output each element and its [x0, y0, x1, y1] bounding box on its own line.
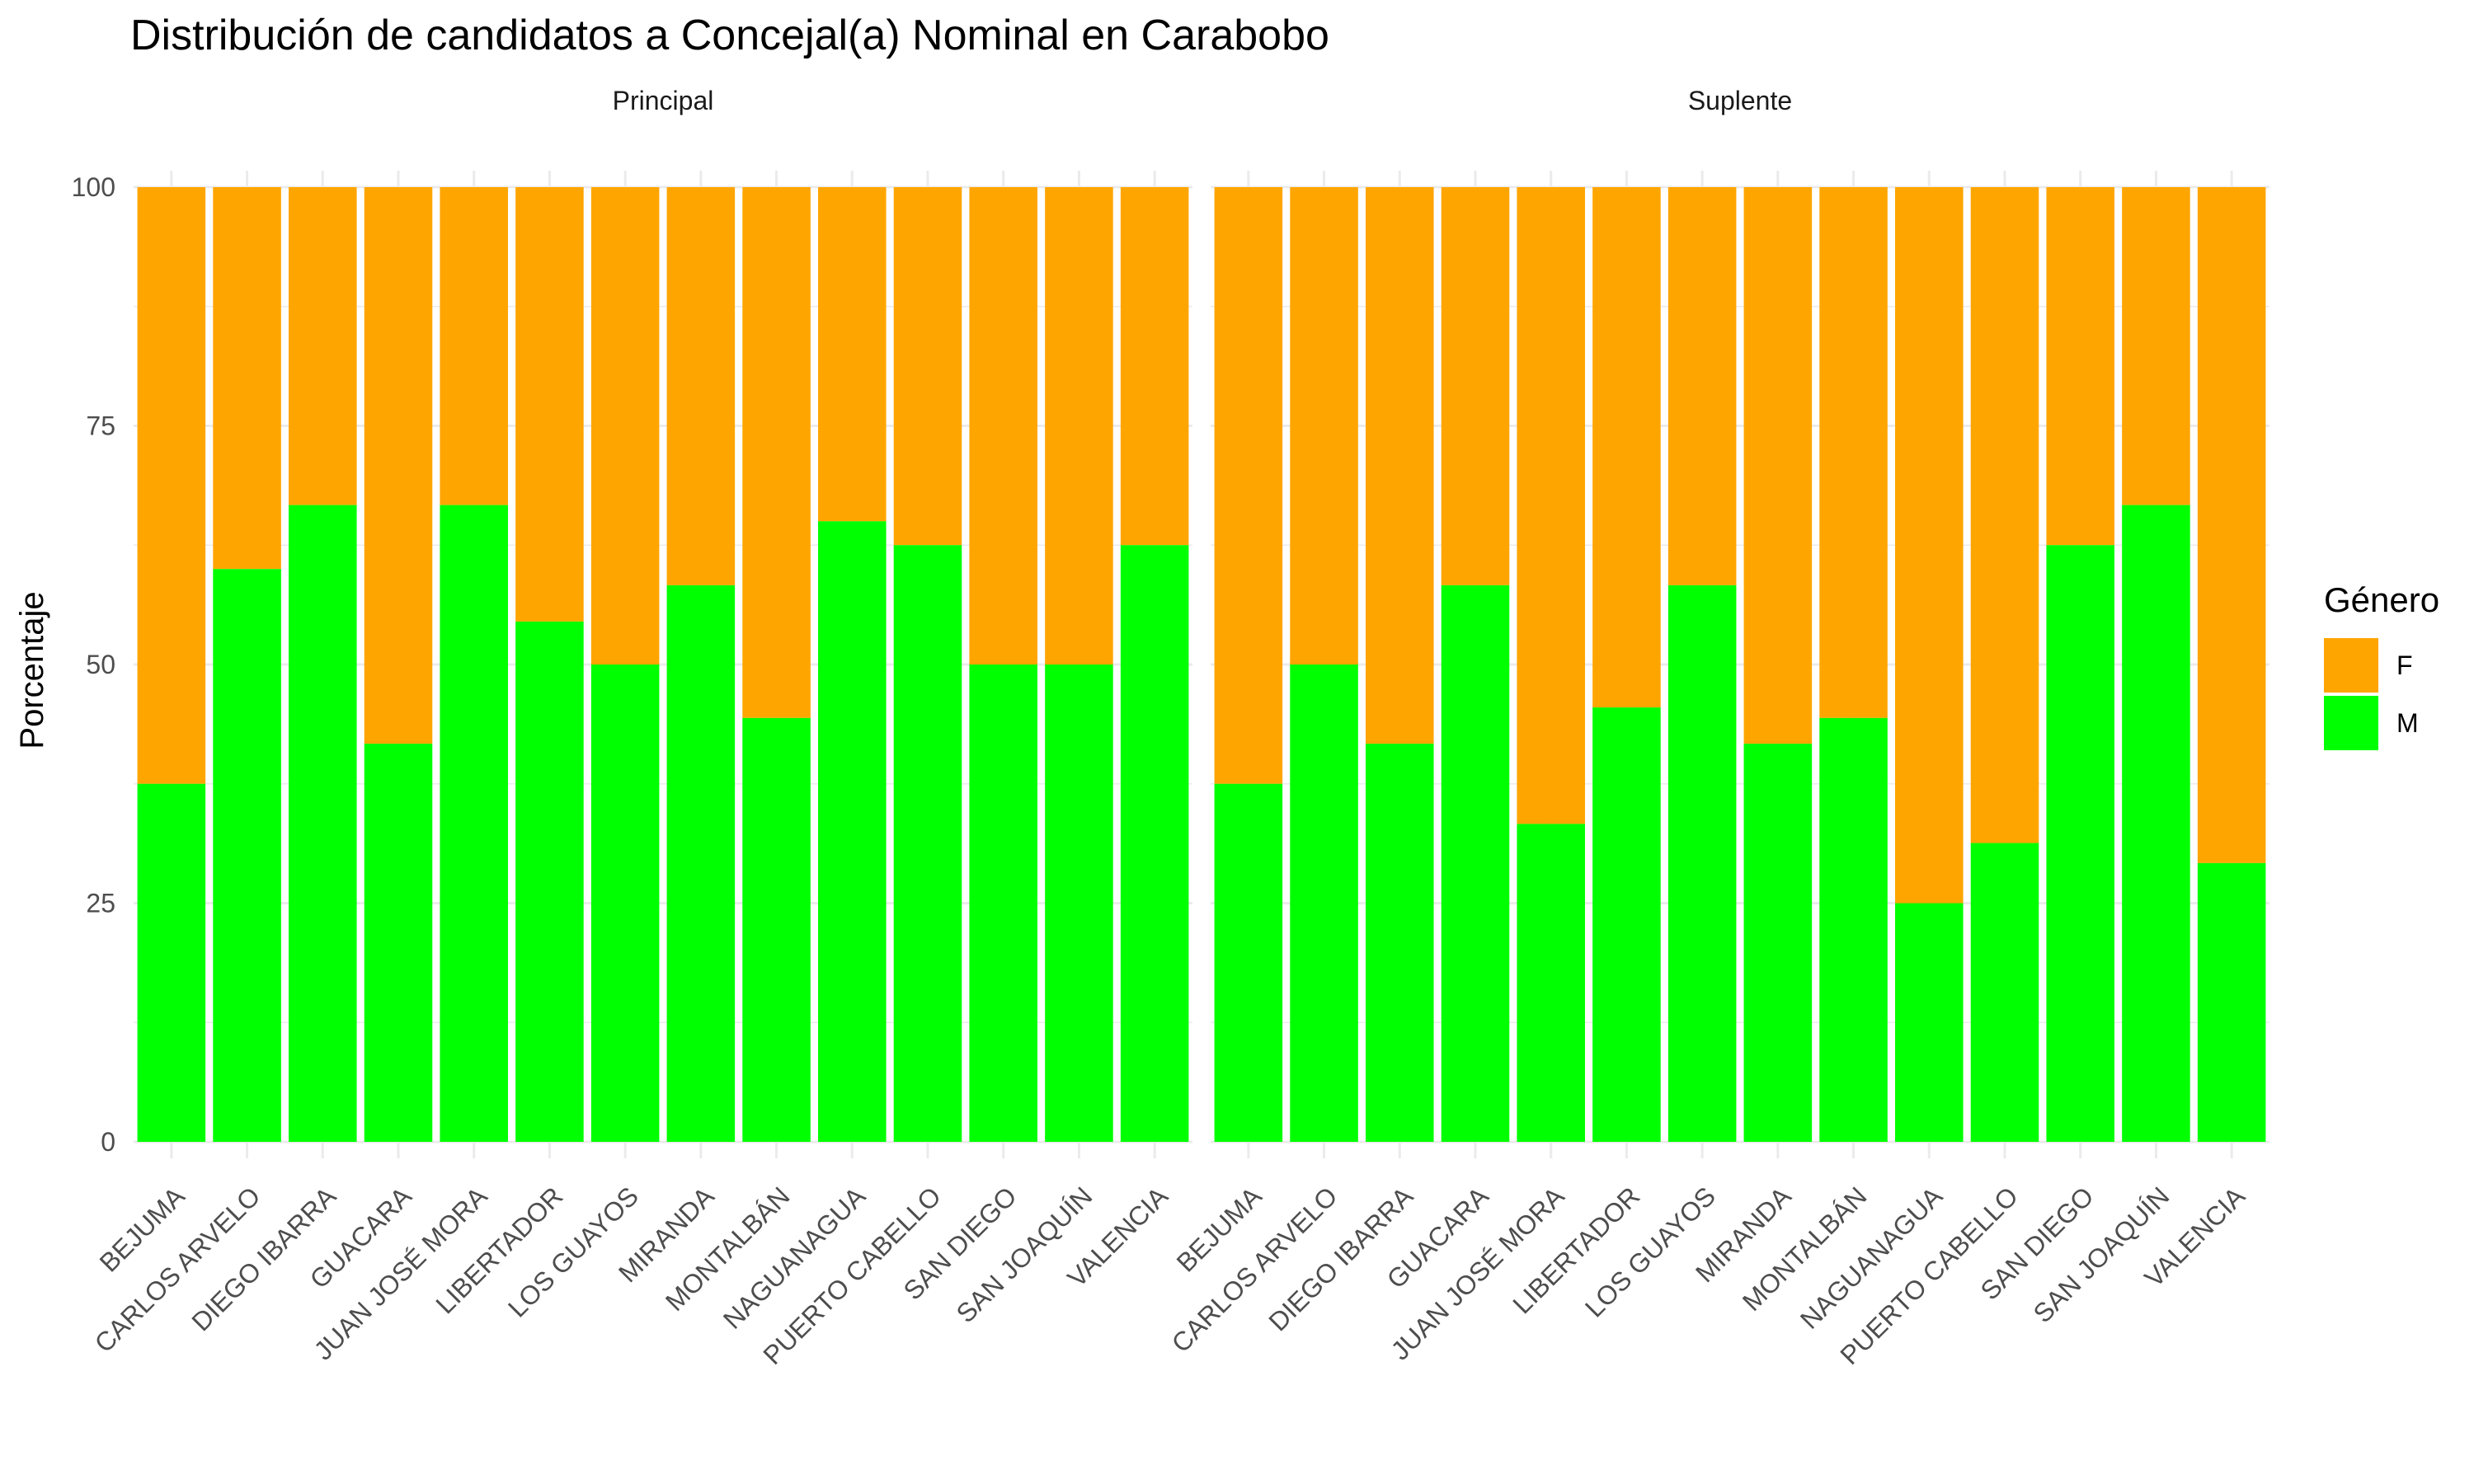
- y-tick-label: 25: [86, 889, 115, 918]
- bar-m-puerto-cabello: [893, 545, 962, 1142]
- y-tick-label: 100: [72, 172, 115, 202]
- bar-m-naguanagua: [818, 521, 887, 1142]
- bar-m-bejuma: [137, 783, 206, 1142]
- bar-m-valencia: [1120, 545, 1189, 1142]
- bar-m-los-guayos: [590, 665, 660, 1142]
- bar-f-libertador: [515, 187, 584, 622]
- y-tick-label: 50: [86, 650, 115, 679]
- bar-f-san-joaquín: [1045, 187, 1113, 665]
- facet-strip-label: Suplente: [1688, 86, 1792, 115]
- bar-m-miranda: [666, 585, 736, 1142]
- legend-label-m: M: [2396, 708, 2419, 738]
- bar-m-san-joaquín: [2122, 505, 2190, 1142]
- bar-f-naguanagua: [818, 187, 887, 522]
- bar-m-guacara: [364, 744, 433, 1142]
- facet-strip-label: Principal: [613, 86, 714, 115]
- bar-m-guacara: [1441, 585, 1510, 1142]
- bar-m-naguanagua: [1895, 903, 1964, 1142]
- bar-f-bejuma: [137, 187, 206, 784]
- bar-f-juan-josé-mora: [440, 187, 508, 505]
- y-axis-label: Porcentaje: [14, 591, 50, 749]
- bar-f-miranda: [666, 187, 736, 585]
- bar-m-libertador: [515, 621, 584, 1142]
- bar-m-libertador: [1592, 707, 1661, 1142]
- bar-m-bejuma: [1214, 783, 1283, 1142]
- bar-m-los-guayos: [1667, 585, 1737, 1142]
- bar-m-san-diego: [969, 665, 1037, 1142]
- legend-key-m: [2324, 696, 2378, 750]
- bar-m-diego-ibarra: [1366, 744, 1434, 1142]
- bar-m-diego-ibarra: [289, 505, 357, 1142]
- bar-f-los-guayos: [1667, 187, 1737, 585]
- x-tick-label: SAN JOAQUÍN: [951, 1181, 1098, 1328]
- legend-title: Género: [2324, 580, 2439, 619]
- bar-f-valencia: [2197, 187, 2266, 863]
- bar-f-san-diego: [969, 187, 1037, 665]
- bar-m-juan-josé-mora: [440, 505, 508, 1142]
- bar-m-juan-josé-mora: [1517, 824, 1585, 1142]
- bar-f-guacara: [1441, 187, 1510, 585]
- bar-m-puerto-cabello: [1970, 843, 2039, 1142]
- x-tick-label: LOS GUAYOS: [1579, 1181, 1721, 1322]
- bar-m-carlos-arvelo: [1290, 665, 1358, 1142]
- legend: Género FM: [2324, 580, 2439, 750]
- legend-key-f: [2324, 638, 2378, 693]
- bar-f-diego-ibarra: [289, 187, 357, 505]
- bar-f-valencia: [1120, 187, 1189, 546]
- y-tick-label: 75: [86, 411, 115, 441]
- bar-f-carlos-arvelo: [213, 187, 281, 570]
- bar-f-diego-ibarra: [1366, 187, 1434, 744]
- y-tick-label: 0: [101, 1127, 115, 1157]
- bar-f-montalbán: [742, 187, 811, 718]
- bar-f-san-diego: [2046, 187, 2114, 546]
- x-tick-label: LOS GUAYOS: [502, 1181, 644, 1322]
- bar-f-naguanagua: [1895, 187, 1964, 904]
- bar-m-san-joaquín: [1045, 665, 1113, 1142]
- bar-m-miranda: [1743, 744, 1813, 1142]
- bar-f-miranda: [1743, 187, 1813, 744]
- bar-m-san-diego: [2046, 545, 2114, 1142]
- bar-f-libertador: [1592, 187, 1661, 708]
- bar-m-carlos-arvelo: [213, 569, 281, 1142]
- bar-f-carlos-arvelo: [1290, 187, 1358, 665]
- bar-f-juan-josé-mora: [1517, 187, 1585, 824]
- bar-m-valencia: [2197, 862, 2266, 1142]
- bar-f-guacara: [364, 187, 433, 744]
- bar-m-montalbán: [1819, 717, 1888, 1142]
- x-tick-label: SAN JOAQUÍN: [2028, 1181, 2175, 1328]
- bar-f-montalbán: [1819, 187, 1888, 718]
- bar-f-puerto-cabello: [893, 187, 962, 546]
- legend-label-f: F: [2396, 650, 2413, 680]
- chart-title: Distribución de candidatos a Concejal(a)…: [130, 12, 1329, 59]
- bar-f-san-joaquín: [2122, 187, 2190, 505]
- bar-m-montalbán: [742, 717, 811, 1142]
- bar-f-puerto-cabello: [1970, 187, 2039, 843]
- bar-f-los-guayos: [590, 187, 660, 665]
- bar-f-bejuma: [1214, 187, 1283, 784]
